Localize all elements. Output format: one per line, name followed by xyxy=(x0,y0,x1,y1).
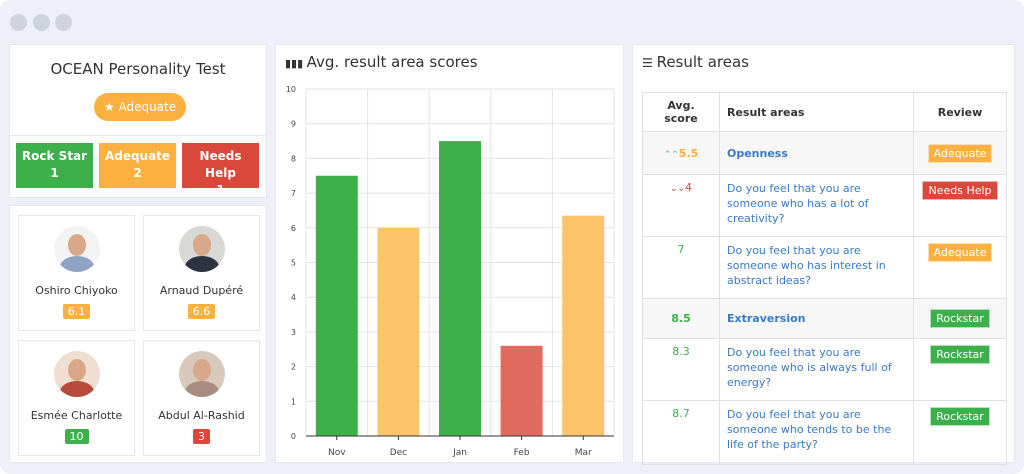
review-badge: Needs Help xyxy=(922,181,998,200)
y-tick-label: 6 xyxy=(291,224,296,233)
chart-panel: ▮▮▮ Avg. result area scores 0 1 2 3 4 5 6 7 8 9 10… xyxy=(275,44,624,463)
bar-chart: 0 1 2 3 4 5 6 7 8 9 10 Nov Dec Jan Feb Mar xyxy=(286,85,615,458)
overall-badge: ★ Adequate xyxy=(94,93,186,121)
x-tick-label: Nov xyxy=(328,448,346,458)
stat-adequate[interactable]: Adequate 2 xyxy=(99,143,176,188)
avg-score: 4 xyxy=(685,181,693,194)
avg-score: 8.3 xyxy=(672,345,690,358)
avatar xyxy=(53,226,100,272)
review-badge: Rockstar xyxy=(930,345,990,364)
avatar xyxy=(178,351,225,397)
result-area-link[interactable]: Do you feel that you are someone who ten… xyxy=(727,408,892,451)
x-tick-label: Feb xyxy=(514,448,530,458)
review-badge: Rockstar xyxy=(930,309,990,328)
result-area-link[interactable]: Do you feel that you are someone who has… xyxy=(727,244,886,287)
table-row: ⌄⌄4 Do you feel that you are someone who … xyxy=(642,174,1007,237)
review-badge: Adequate xyxy=(927,143,993,163)
y-tick-label: 0 xyxy=(291,432,296,441)
person-card[interactable]: Esmée Charlotte 10 xyxy=(18,340,135,456)
avg-score: 8.7 xyxy=(672,407,690,420)
test-title: OCEAN Personality Test xyxy=(50,60,226,78)
chart-title: ▮▮▮ Avg. result area scores xyxy=(285,53,478,71)
table-row: 8.7 Do you feel that you are someone who … xyxy=(642,400,1007,465)
stat-needs-help[interactable]: Needs Help 1 xyxy=(182,143,259,197)
person-card[interactable]: Abdul Al-Rashid 3 xyxy=(143,340,260,456)
result-area-link[interactable]: Extraversion xyxy=(727,312,806,325)
trend-down-icon: ⌄⌄ xyxy=(669,184,686,194)
y-tick-label: 4 xyxy=(291,293,296,302)
avg-score: 5.5 xyxy=(678,146,699,160)
bar-nov xyxy=(315,175,358,436)
person-score: 10 xyxy=(64,429,89,444)
results-panel: ☰ Result areas Avg. score Result areas R… xyxy=(632,44,1015,465)
person-score: 6.1 xyxy=(62,304,91,319)
y-tick-label: 5 xyxy=(291,259,296,268)
result-area-link[interactable]: Do you feel that you are someone who is … xyxy=(727,346,892,389)
x-tick-label: Mar xyxy=(575,448,592,458)
sliders-icon: ☰ xyxy=(642,56,657,70)
results-title: ☰ Result areas xyxy=(642,53,749,71)
person-name: Abdul Al-Rashid xyxy=(158,409,245,422)
overall-label: Adequate xyxy=(118,100,177,114)
x-tick-label: Dec xyxy=(390,448,407,458)
y-tick-label: 3 xyxy=(291,328,296,337)
y-tick-label: 7 xyxy=(291,189,296,198)
window-dot xyxy=(55,14,72,31)
y-tick-label: 8 xyxy=(291,154,296,163)
person-card[interactable]: Oshiro Chiyoko 6.1 xyxy=(18,215,135,331)
review-badge: Rockstar xyxy=(930,407,990,426)
bar-feb xyxy=(500,345,543,436)
person-score: 3 xyxy=(193,429,210,444)
bar-chart-icon: ▮▮▮ xyxy=(285,57,307,70)
y-tick-label: 10 xyxy=(286,85,296,94)
y-tick-label: 2 xyxy=(291,363,296,372)
results-table: Avg. score Result areas Review ⌃⌃5.5 Open… xyxy=(642,92,1007,465)
table-row: 7 Do you feel that you are someone who ha… xyxy=(642,236,1007,299)
result-area-link[interactable]: Openness xyxy=(727,146,788,160)
review-badge: Adequate xyxy=(927,243,993,262)
people-panel: Oshiro Chiyoko 6.1 Arnaud Dupéré 6.6 Esmée C… xyxy=(9,205,267,463)
window-dot xyxy=(33,14,50,31)
header-avg-score: Avg. score xyxy=(642,92,720,132)
result-area-link[interactable]: Do you feel that you are someone who has… xyxy=(727,182,869,225)
bar-mar xyxy=(562,215,605,436)
table-row: 8.3 Do you feel that you are someone who … xyxy=(642,338,1007,401)
bar-jan xyxy=(439,141,481,437)
y-tick-label: 1 xyxy=(291,397,296,406)
table-row: 8.5 Extraversion Rockstar xyxy=(642,298,1007,339)
x-tick-label: Jan xyxy=(452,448,467,458)
person-card[interactable]: Arnaud Dupéré 6.6 xyxy=(143,215,260,331)
y-tick-label: 9 xyxy=(291,120,296,129)
avatar xyxy=(178,226,225,272)
star-icon: ★ xyxy=(103,100,119,114)
avg-score: 8.5 xyxy=(671,312,691,325)
bar-dec xyxy=(377,227,420,436)
avg-score: 7 xyxy=(677,243,685,256)
trend-up-icon: ⌃⌃ xyxy=(663,149,679,160)
person-name: Arnaud Dupéré xyxy=(159,284,244,297)
person-name: Oshiro Chiyoko xyxy=(35,284,118,297)
stat-rock-star[interactable]: Rock Star 1 xyxy=(16,143,93,188)
person-score: 6.6 xyxy=(187,304,216,319)
person-name: Esmée Charlotte xyxy=(30,409,123,422)
avatar xyxy=(53,351,100,397)
table-row: ⌃⌃5.5 Openness Adequate xyxy=(642,131,1007,175)
header-result-areas: Result areas xyxy=(719,92,914,132)
summary-panel: OCEAN Personality Test ★ Adequate Rock S… xyxy=(9,44,267,198)
header-review: Review xyxy=(913,92,1007,132)
window-dot xyxy=(10,14,27,31)
